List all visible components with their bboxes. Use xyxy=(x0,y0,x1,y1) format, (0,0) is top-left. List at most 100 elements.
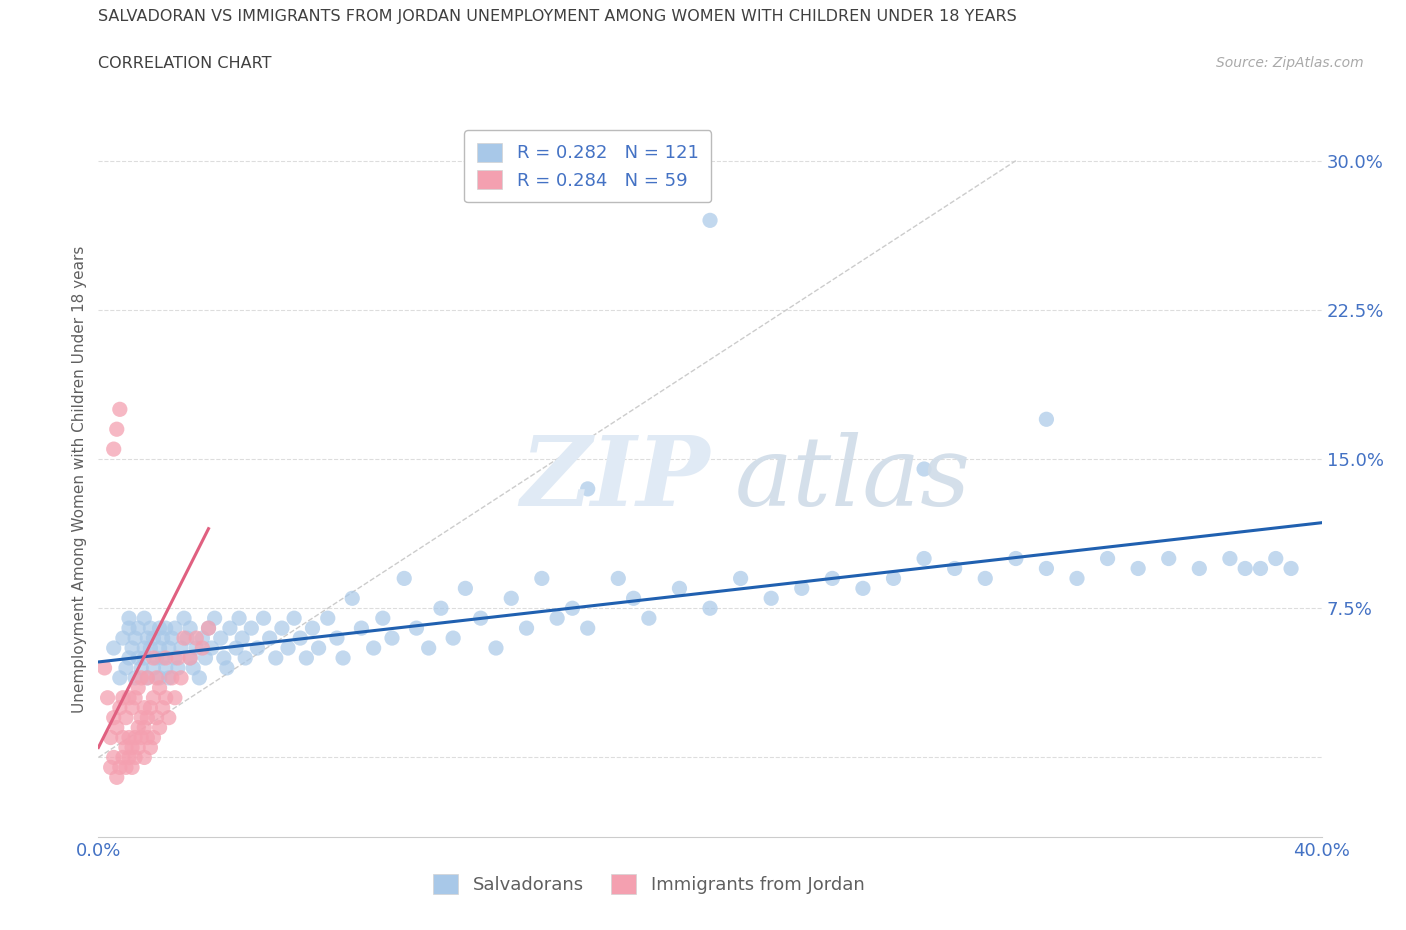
Point xyxy=(97,690,120,705)
Point xyxy=(170,671,193,685)
Point xyxy=(152,700,174,715)
Point xyxy=(912,551,935,566)
Text: atlas: atlas xyxy=(734,432,970,526)
Point xyxy=(173,631,195,645)
Point xyxy=(912,461,935,476)
Point xyxy=(129,730,152,745)
Text: Source: ZipAtlas.com: Source: ZipAtlas.com xyxy=(1216,56,1364,70)
Point xyxy=(145,711,167,725)
Point xyxy=(485,641,508,656)
Point xyxy=(105,422,128,437)
Point xyxy=(392,571,416,586)
Point xyxy=(124,730,146,745)
Point xyxy=(1035,412,1057,427)
Point xyxy=(149,671,172,685)
Point xyxy=(943,561,966,576)
Point xyxy=(115,740,138,755)
Point xyxy=(316,611,339,626)
Point xyxy=(152,631,174,645)
Point xyxy=(561,601,583,616)
Point xyxy=(301,620,323,635)
Point xyxy=(441,631,464,645)
Point xyxy=(152,651,174,666)
Point xyxy=(974,571,997,586)
Point xyxy=(127,720,149,735)
Point xyxy=(149,681,172,696)
Point xyxy=(179,651,201,666)
Text: SALVADORAN VS IMMIGRANTS FROM JORDAN UNEMPLOYMENT AMONG WOMEN WITH CHILDREN UNDE: SALVADORAN VS IMMIGRANTS FROM JORDAN UNE… xyxy=(98,9,1017,24)
Point xyxy=(157,711,180,725)
Point xyxy=(118,620,141,635)
Point xyxy=(139,740,162,755)
Point xyxy=(821,571,844,586)
Point xyxy=(283,611,305,626)
Point xyxy=(699,601,721,616)
Point xyxy=(111,690,134,705)
Point xyxy=(115,711,138,725)
Point xyxy=(118,651,141,666)
Point xyxy=(607,571,630,586)
Text: ZIP: ZIP xyxy=(520,432,710,526)
Point xyxy=(264,651,287,666)
Point xyxy=(136,711,159,725)
Point xyxy=(160,631,183,645)
Point xyxy=(308,641,330,656)
Point xyxy=(246,641,269,656)
Point xyxy=(115,760,138,775)
Point xyxy=(350,620,373,635)
Point xyxy=(127,740,149,755)
Point xyxy=(546,611,568,626)
Point xyxy=(124,671,146,685)
Point xyxy=(197,620,219,635)
Point xyxy=(1004,551,1026,566)
Point xyxy=(163,620,186,635)
Point xyxy=(363,641,385,656)
Point xyxy=(129,711,152,725)
Point xyxy=(108,671,131,685)
Point xyxy=(277,641,299,656)
Point xyxy=(530,571,553,586)
Point xyxy=(240,620,263,635)
Point xyxy=(121,700,143,715)
Point xyxy=(157,641,180,656)
Point xyxy=(200,641,222,656)
Point xyxy=(204,611,226,626)
Point xyxy=(157,671,180,685)
Point xyxy=(1234,561,1257,576)
Point xyxy=(170,641,193,656)
Point xyxy=(108,402,131,417)
Point xyxy=(623,591,645,605)
Point xyxy=(100,730,122,745)
Point xyxy=(790,581,813,596)
Point xyxy=(118,611,141,626)
Point xyxy=(1188,561,1211,576)
Point xyxy=(231,631,253,645)
Point xyxy=(155,620,177,635)
Point xyxy=(470,611,492,626)
Point xyxy=(111,730,134,745)
Point xyxy=(209,631,232,645)
Point xyxy=(381,631,404,645)
Point xyxy=(852,581,875,596)
Point xyxy=(163,690,186,705)
Point xyxy=(454,581,477,596)
Point xyxy=(124,750,146,764)
Point xyxy=(145,651,167,666)
Point xyxy=(136,671,159,685)
Point xyxy=(342,591,364,605)
Point xyxy=(142,651,165,666)
Point xyxy=(179,620,201,635)
Point xyxy=(134,720,156,735)
Point xyxy=(118,690,141,705)
Point xyxy=(332,651,354,666)
Point xyxy=(194,651,217,666)
Point xyxy=(136,730,159,745)
Point xyxy=(668,581,690,596)
Point xyxy=(121,641,143,656)
Point xyxy=(149,720,172,735)
Point xyxy=(173,611,195,626)
Y-axis label: Unemployment Among Women with Children Under 18 years: Unemployment Among Women with Children U… xyxy=(72,246,87,712)
Point xyxy=(219,620,242,635)
Point xyxy=(149,620,172,635)
Text: CORRELATION CHART: CORRELATION CHART xyxy=(98,56,271,71)
